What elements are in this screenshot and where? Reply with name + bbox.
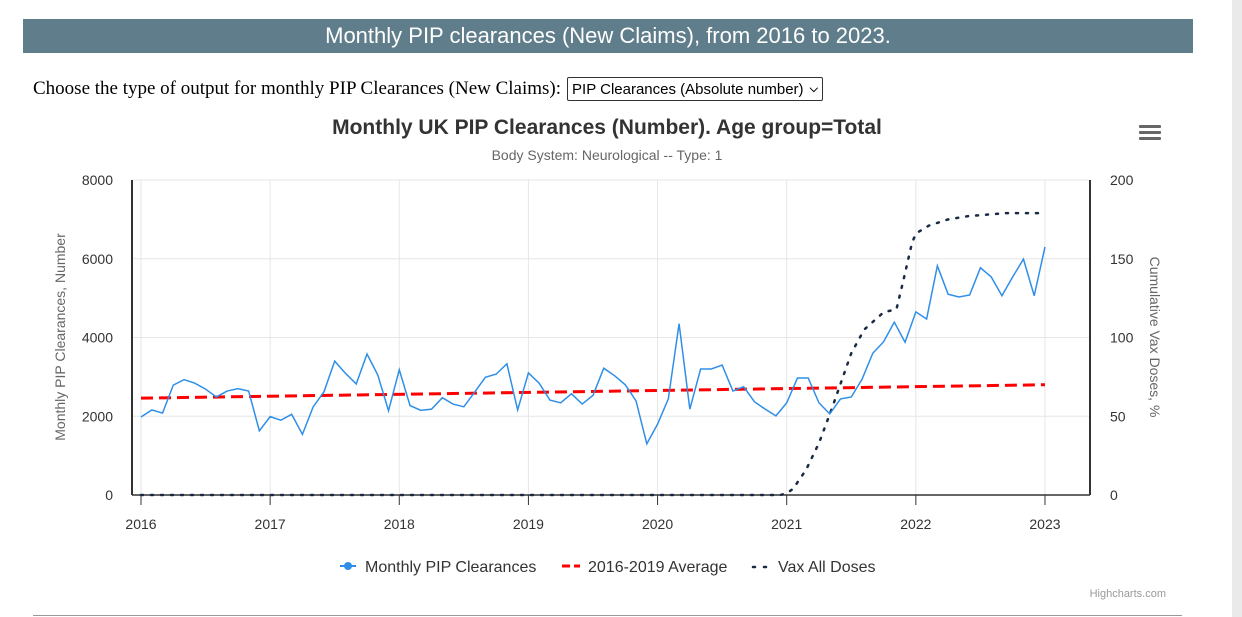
chart-title: Monthly UK PIP Clearances (Number). Age …	[332, 116, 882, 139]
legend-item-monthly-pip-clearances: Monthly PIP Clearances	[365, 559, 536, 576]
y2-tick-label: 0	[1110, 487, 1118, 503]
x-tick-label: 2016	[125, 516, 156, 532]
legend-item-average: 2016-2019 Average	[588, 559, 727, 576]
chart-menu-hamburger-icon[interactable]	[1139, 125, 1161, 143]
y-tick-label: 0	[105, 487, 113, 503]
series-monthly-pip-clearances	[140, 246, 1046, 446]
y2-tick-label: 200	[1110, 172, 1134, 188]
x-tick-label: 2023	[1029, 516, 1060, 532]
chevron-down-icon: ⌵	[809, 82, 818, 95]
y2-tick-label: 150	[1110, 251, 1134, 267]
y-tick-label: 2000	[82, 408, 113, 424]
y2-tick-label: 100	[1110, 330, 1134, 346]
x-tick-label: 2021	[771, 516, 802, 532]
legend-marker-pip	[344, 562, 352, 570]
x-tick-label: 2018	[384, 516, 415, 532]
series-vax-all-doses	[139, 211, 1047, 497]
x-tick-label: 2020	[642, 516, 673, 532]
divider	[33, 615, 1182, 616]
y-tick-label: 4000	[82, 330, 113, 346]
x-tick-label: 2019	[513, 516, 544, 532]
chooser-label: Choose the type of output for monthly PI…	[33, 78, 562, 99]
legend-item-vax-all-doses: Vax All Doses	[778, 559, 876, 576]
x-tick-label: 2022	[900, 516, 931, 532]
chart-subtitle: Body System: Neurological -- Type: 1	[492, 147, 723, 163]
y-tick-label: 6000	[82, 251, 113, 267]
output-type-chooser: Choose the type of output for monthly PI…	[33, 77, 823, 101]
page-banner-title: Monthly PIP clearances (New Claims), fro…	[23, 19, 1193, 53]
x-tick-label: 2017	[255, 516, 286, 532]
page-scrollbar[interactable]	[1232, 0, 1242, 617]
output-type-selected: PIP Clearances (Absolute number)	[572, 80, 804, 98]
output-type-select[interactable]: PIP Clearances (Absolute number) ⌵	[567, 77, 823, 101]
y2-tick-label: 50	[1110, 408, 1126, 424]
legend	[340, 562, 768, 570]
highcharts-credits: Highcharts.com	[1090, 588, 1166, 600]
y-tick-label: 8000	[82, 172, 113, 188]
y2-axis-title: Cumulative Vax Doses, %	[1147, 257, 1163, 418]
y-axis-title: Monthly PIP Clearances, Number	[52, 233, 68, 441]
series-2016-2019-average	[140, 383, 1046, 400]
